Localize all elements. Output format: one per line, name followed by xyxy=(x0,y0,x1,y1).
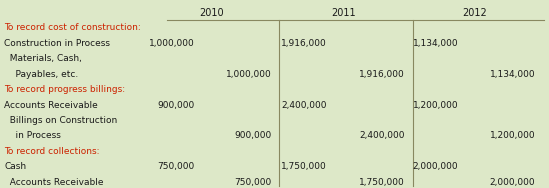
Text: To record cost of construction:: To record cost of construction: xyxy=(4,24,141,33)
Text: 1,134,000: 1,134,000 xyxy=(490,70,535,79)
Text: 1,200,000: 1,200,000 xyxy=(490,131,535,140)
Text: 2,400,000: 2,400,000 xyxy=(360,131,405,140)
Text: 1,750,000: 1,750,000 xyxy=(281,162,327,171)
Text: 1,200,000: 1,200,000 xyxy=(413,101,458,110)
Text: in Process: in Process xyxy=(4,131,61,140)
Text: 1,000,000: 1,000,000 xyxy=(226,70,272,79)
Text: Cash: Cash xyxy=(4,162,26,171)
Text: 900,000: 900,000 xyxy=(158,101,195,110)
Text: To record progress billings:: To record progress billings: xyxy=(4,85,126,94)
Text: 2,400,000: 2,400,000 xyxy=(281,101,327,110)
Text: Accounts Receivable: Accounts Receivable xyxy=(4,101,98,110)
Text: 2,000,000: 2,000,000 xyxy=(490,178,535,187)
Text: 750,000: 750,000 xyxy=(234,178,272,187)
Text: Materials, Cash,: Materials, Cash, xyxy=(4,54,82,63)
Text: 2011: 2011 xyxy=(331,8,355,18)
Text: 750,000: 750,000 xyxy=(158,162,195,171)
Text: 1,916,000: 1,916,000 xyxy=(360,70,405,79)
Text: 1,750,000: 1,750,000 xyxy=(360,178,405,187)
Text: To record collections:: To record collections: xyxy=(4,147,100,156)
Text: Construction in Process: Construction in Process xyxy=(4,39,110,48)
Text: 1,916,000: 1,916,000 xyxy=(281,39,327,48)
Text: 2010: 2010 xyxy=(199,8,223,18)
Text: 1,134,000: 1,134,000 xyxy=(413,39,458,48)
Text: 1,000,000: 1,000,000 xyxy=(149,39,195,48)
Text: 2,000,000: 2,000,000 xyxy=(413,162,458,171)
Text: Billings on Construction: Billings on Construction xyxy=(4,116,117,125)
Text: Accounts Receivable: Accounts Receivable xyxy=(4,178,104,187)
Text: 2012: 2012 xyxy=(462,8,488,18)
Text: Payables, etc.: Payables, etc. xyxy=(4,70,79,79)
Text: 900,000: 900,000 xyxy=(234,131,272,140)
